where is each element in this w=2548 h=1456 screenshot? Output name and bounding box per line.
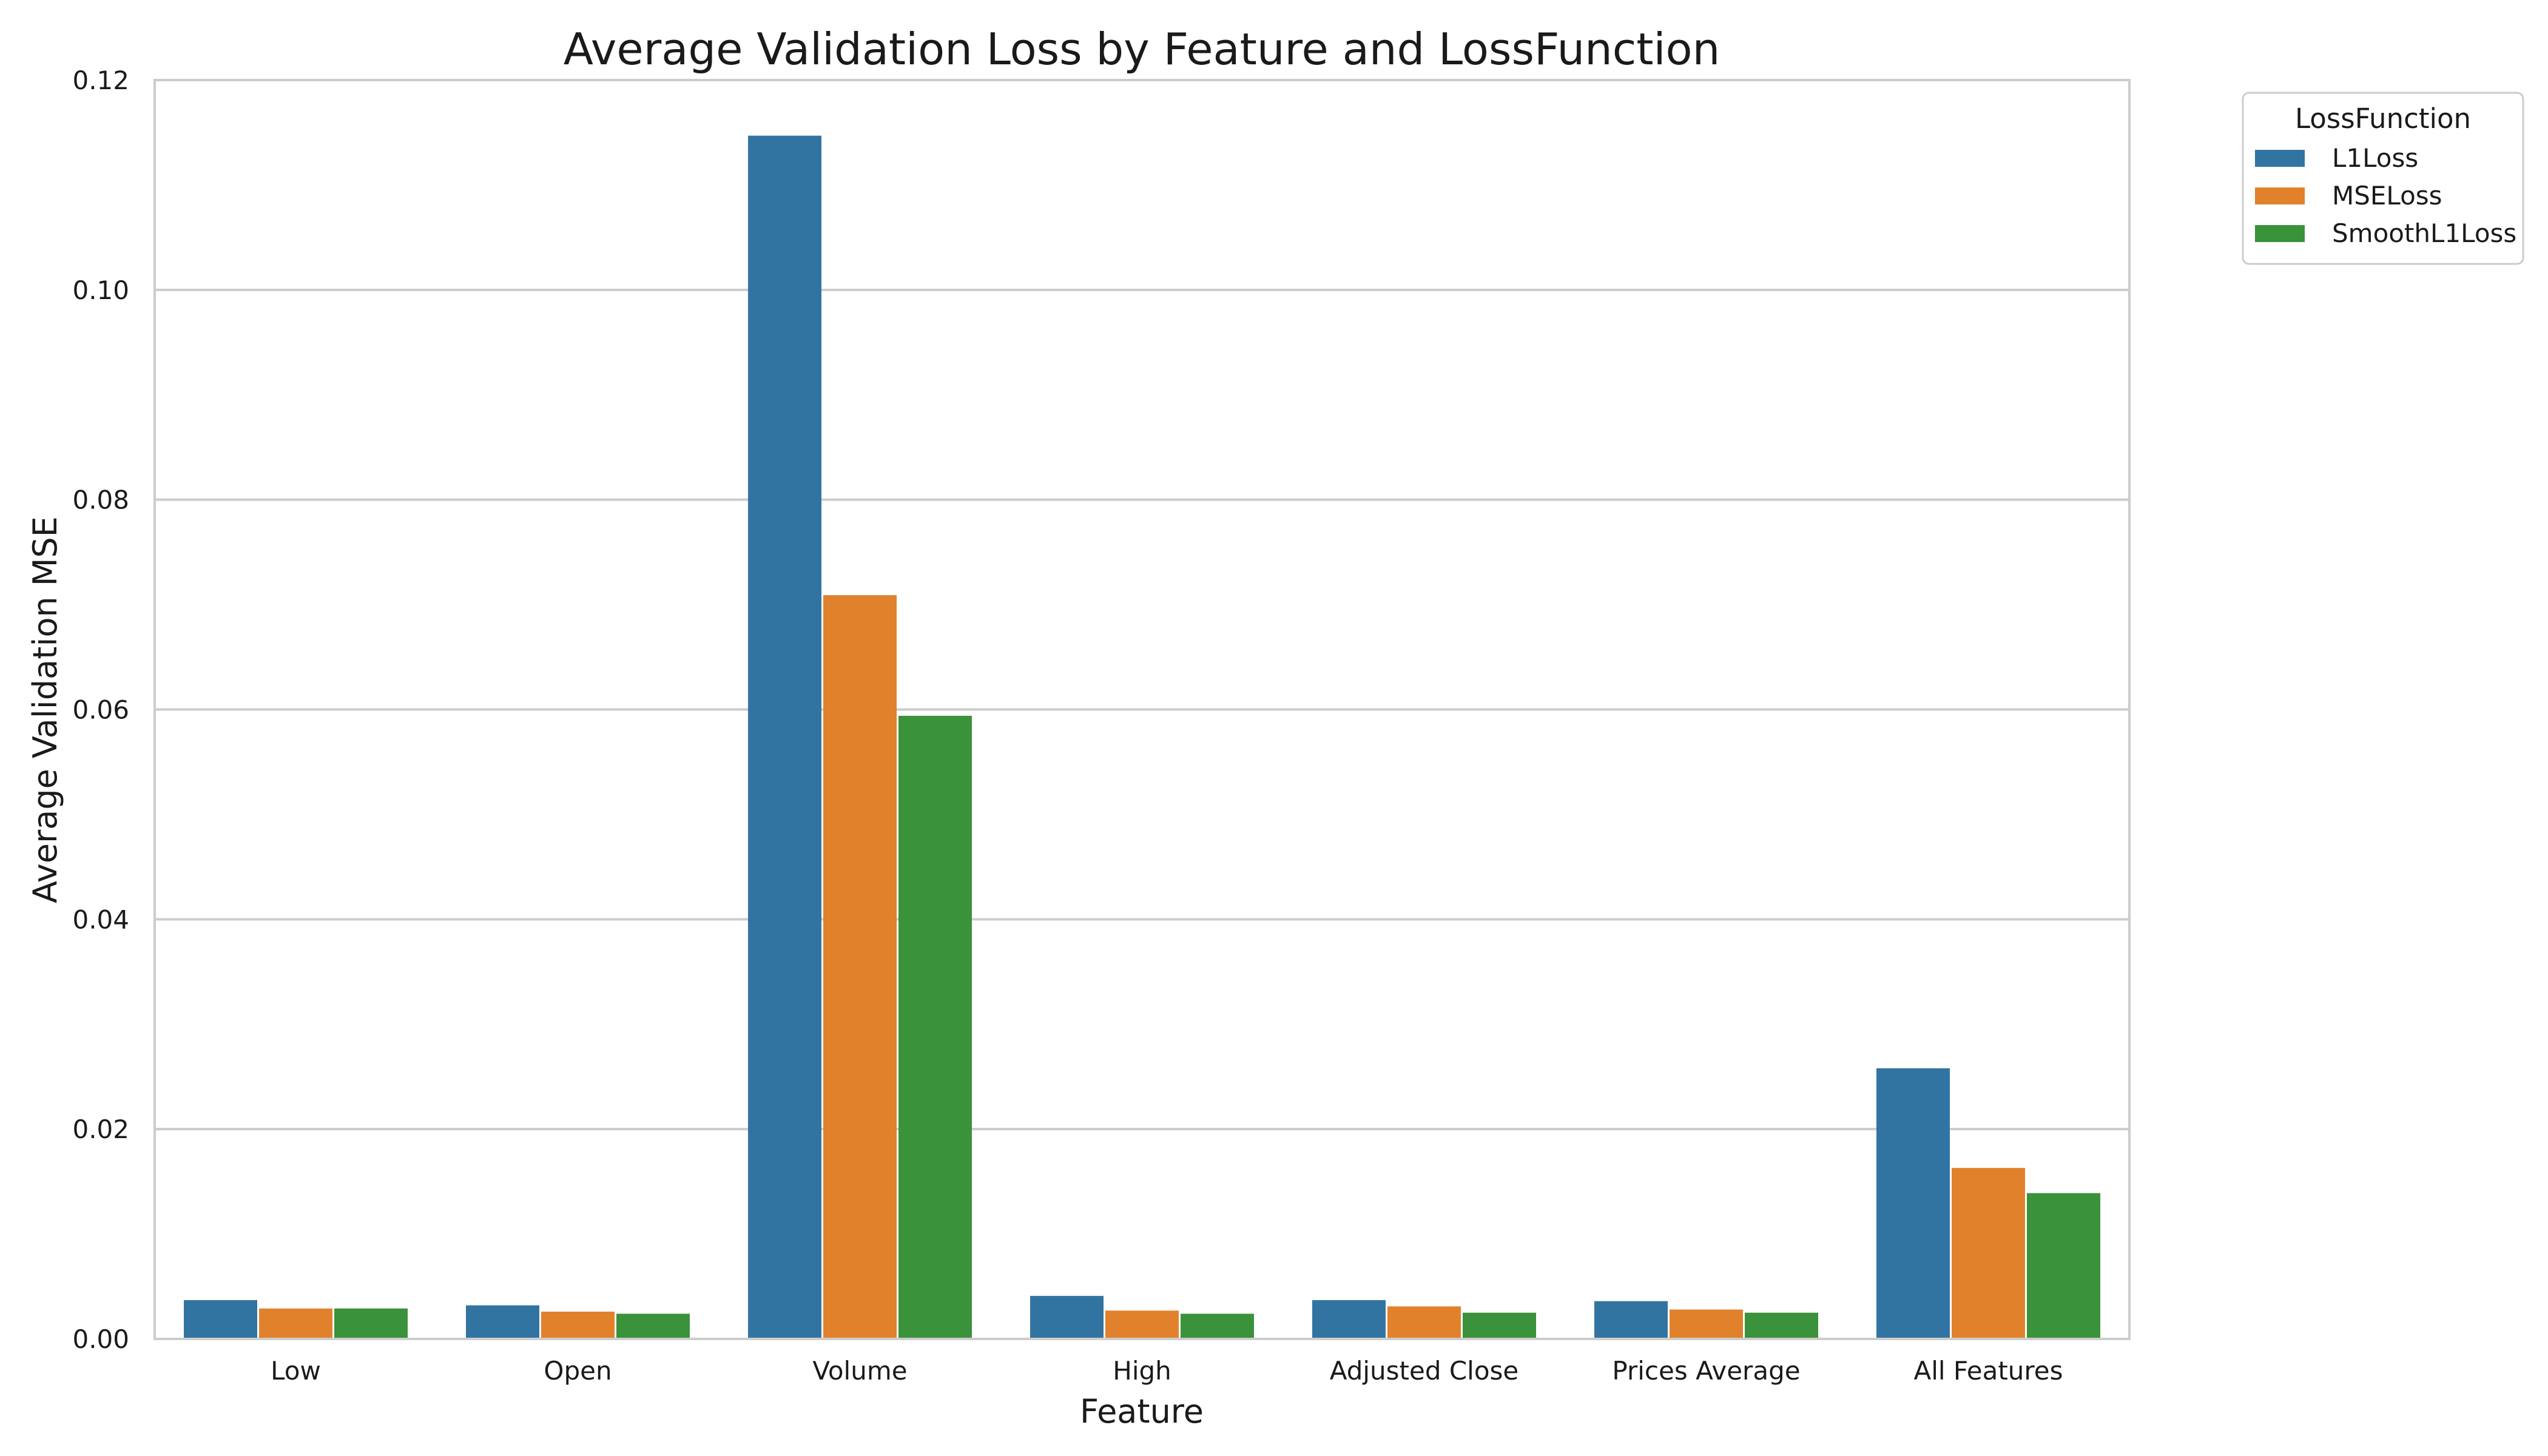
x-tick-label: Open <box>544 1356 612 1386</box>
bar-SmoothL1Loss-volume <box>898 715 972 1339</box>
legend-swatch <box>2255 187 2305 204</box>
y-tick-label: 0.06 <box>72 695 129 725</box>
legend-title: LossFunction <box>2295 103 2471 135</box>
x-tick-label: Low <box>271 1356 321 1386</box>
bar-L1Loss-all-features <box>1876 1068 1950 1339</box>
x-tick-label: High <box>1113 1356 1171 1386</box>
bar-SmoothL1Loss-adjusted-close <box>1463 1312 1536 1339</box>
x-tick-label: Volume <box>812 1356 907 1386</box>
x-tick-label: Adjusted Close <box>1330 1356 1519 1386</box>
bar-L1Loss-high <box>1030 1296 1104 1339</box>
x-tick-label: All Features <box>1913 1356 2063 1386</box>
bar-MSELoss-prices-average <box>1670 1309 1743 1339</box>
y-tick-label: 0.12 <box>72 66 129 95</box>
y-tick-label: 0.04 <box>72 905 129 934</box>
legend-swatch <box>2255 225 2305 242</box>
legend-items: L1Loss MSELoss SmoothL1Loss <box>2255 143 2516 248</box>
y-tick-label: 0.08 <box>72 485 129 515</box>
bar-L1Loss-prices-average <box>1594 1301 1668 1339</box>
x-tick-labels: Low Open Volume High Adjusted Close Prices Av… <box>271 1356 2063 1386</box>
bar-SmoothL1Loss-prices-average <box>1745 1312 1818 1339</box>
bars <box>184 135 2100 1340</box>
y-axis-label: Average Validation MSE <box>26 516 64 903</box>
bar-MSELoss-high <box>1105 1310 1179 1339</box>
y-tick-label: 0.00 <box>72 1324 129 1354</box>
bar-MSELoss-all-features <box>1952 1168 2025 1339</box>
legend-frame <box>2242 92 2524 265</box>
y-tick-labels: 0.00 0.02 0.04 0.06 0.08 0.10 0.12 <box>72 66 129 1354</box>
bar-L1Loss-volume <box>748 135 821 1339</box>
bar-MSELoss-open <box>541 1312 615 1339</box>
legend: LossFunction L1Loss MSELoss SmoothL1Loss <box>2242 92 2524 265</box>
y-tick-label: 0.10 <box>72 275 129 305</box>
bar-L1Loss-low <box>184 1300 257 1339</box>
legend-entry-label: MSELoss <box>2332 181 2442 211</box>
chart-title: Average Validation Loss by Feature and L… <box>564 24 1720 75</box>
bar-MSELoss-adjusted-close <box>1387 1306 1461 1339</box>
bar-MSELoss-low <box>259 1308 332 1339</box>
bar-SmoothL1Loss-high <box>1181 1313 1254 1339</box>
legend-swatch <box>2255 150 2305 167</box>
bar-MSELoss-volume <box>823 595 897 1340</box>
plot-frame <box>153 79 2131 1340</box>
bar-SmoothL1Loss-open <box>616 1313 690 1339</box>
x-tick-label: Prices Average <box>1612 1356 1800 1386</box>
bar-SmoothL1Loss-low <box>334 1308 408 1339</box>
bar-L1Loss-open <box>466 1305 539 1339</box>
x-axis-label: Feature <box>1080 1392 1204 1431</box>
bar-L1Loss-adjusted-close <box>1312 1300 1386 1339</box>
bar-SmoothL1Loss-all-features <box>2027 1193 2100 1339</box>
y-tick-label: 0.02 <box>72 1114 129 1144</box>
legend-entry-label: SmoothL1Loss <box>2332 218 2516 248</box>
legend-entry-label: L1Loss <box>2332 143 2418 173</box>
